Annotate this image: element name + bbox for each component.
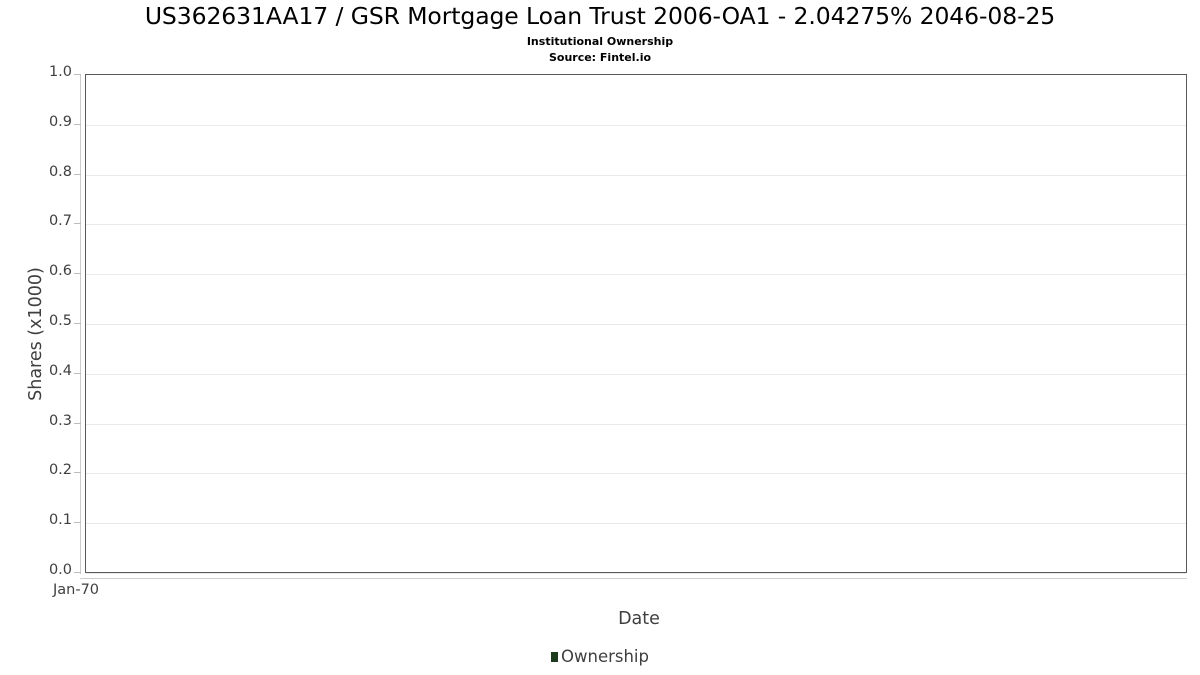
gridline (86, 523, 1186, 524)
gridline (86, 125, 1186, 126)
y-tick-mark (74, 174, 81, 175)
y-tick-mark (74, 223, 81, 224)
chart-legend: Ownership (0, 647, 1200, 666)
x-axis-spine (80, 578, 1187, 579)
y-axis-title: Shares (x1000) (26, 267, 46, 401)
y-tick-label: 0.8 (48, 164, 72, 180)
gridline (86, 274, 1186, 275)
y-tick-mark (74, 572, 81, 573)
x-axis-title: Date (618, 609, 660, 629)
y-tick-label: 0.9 (48, 114, 72, 130)
y-tick-mark (74, 522, 81, 523)
y-tick-label: 0.5 (48, 313, 72, 329)
y-tick-label: 0.7 (48, 213, 72, 229)
y-tick-label: 1.0 (48, 64, 72, 80)
chart-subtitle: Institutional Ownership (526, 35, 674, 48)
legend-swatch-icon (551, 651, 558, 662)
chart-title: US362631AA17 / GSR Mortgage Loan Trust 2… (144, 2, 1056, 30)
gridline (86, 175, 1186, 176)
y-tick-label: 0.3 (48, 413, 72, 429)
x-tick-label: Jan-70 (53, 582, 100, 598)
y-tick-label: 0.1 (48, 512, 72, 528)
gridline (86, 424, 1186, 425)
y-tick-mark (74, 373, 81, 374)
plot-area (85, 74, 1187, 574)
gridline (86, 374, 1186, 375)
y-tick-mark (74, 74, 81, 75)
gridline (86, 573, 1186, 574)
legend-item[interactable]: Ownership (551, 647, 649, 666)
y-tick-mark (74, 124, 81, 125)
y-tick-label: 0.6 (48, 263, 72, 279)
gridline (86, 324, 1186, 325)
legend-label: Ownership (561, 647, 649, 666)
y-axis-spine (80, 74, 81, 574)
y-tick-mark (74, 423, 81, 424)
y-tick-label: 0.0 (48, 562, 72, 578)
gridline (86, 224, 1186, 225)
chart-source-label: Source: Fintel.io (548, 51, 652, 64)
y-tick-label: 0.4 (48, 363, 72, 379)
y-tick-mark (74, 472, 81, 473)
y-tick-label: 0.2 (48, 462, 72, 478)
y-tick-mark (74, 323, 81, 324)
y-tick-mark (74, 273, 81, 274)
gridline (86, 473, 1186, 474)
